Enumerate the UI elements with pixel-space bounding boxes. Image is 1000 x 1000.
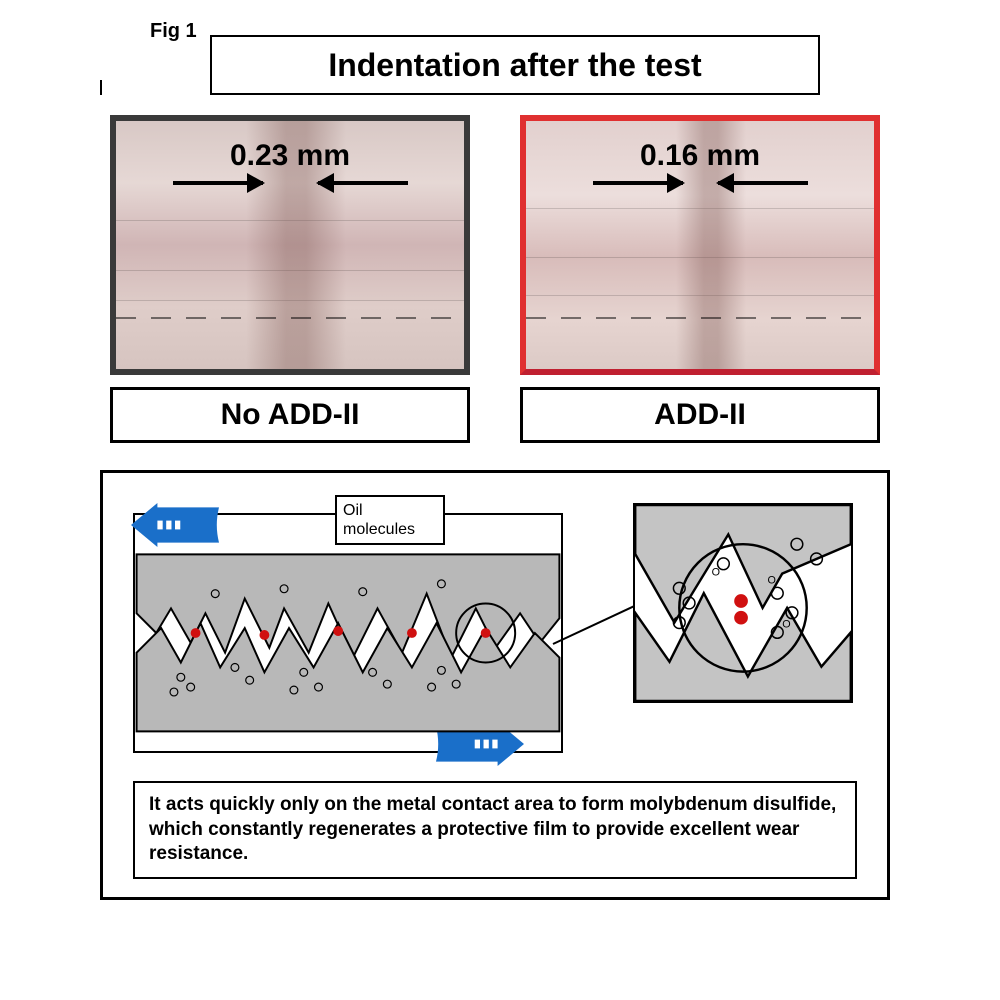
diagram-zoom-box: O O O	[633, 503, 853, 703]
panel-no-add: 0.23 mm No ADD-II	[110, 115, 470, 443]
panel-label-text: No ADD-II	[221, 398, 360, 432]
panel-add: 0.16 mm ADD-II	[520, 115, 880, 443]
zoom-connector-line	[553, 605, 635, 645]
arrow-right-icon	[593, 181, 683, 185]
comparison-panels: 0.23 mm No ADD-II 0.16 mm	[110, 115, 880, 443]
panel-label-text: ADD-II	[654, 398, 746, 432]
measurement-arrows	[526, 181, 874, 185]
sample-image-add: 0.16 mm	[520, 115, 880, 375]
surface-mark-line	[116, 317, 464, 319]
arrow-left-icon	[318, 181, 408, 185]
measurement-value-left: 0.23 mm	[230, 139, 350, 173]
surface-asperity-svg	[135, 515, 561, 751]
title-box: Indentation after the test	[210, 35, 820, 95]
title-tick-mark	[100, 80, 102, 95]
measurement-value-right: 0.16 mm	[640, 139, 760, 173]
svg-text:O: O	[712, 567, 720, 579]
panel-label-no-add: No ADD-II	[110, 387, 470, 443]
measurement-arrows	[116, 181, 464, 185]
arrow-right-icon	[173, 181, 263, 185]
svg-text:O: O	[782, 619, 790, 631]
figure-label: Fig 1	[150, 20, 197, 43]
surface-mark-line	[526, 317, 874, 319]
zoom-asperity-svg: O O O	[635, 505, 851, 701]
oil-molecules-label: Oil molecules	[335, 495, 445, 545]
diagram-caption: It acts quickly only on the metal contac…	[133, 781, 857, 879]
svg-text:O: O	[768, 574, 776, 586]
panel-label-add: ADD-II	[520, 387, 880, 443]
arrow-left-icon	[718, 181, 808, 185]
diagram-overview-box: Oil molecules	[133, 513, 563, 753]
title-text: Indentation after the test	[328, 47, 701, 84]
mechanism-diagram: Oil molecules	[100, 470, 890, 900]
sample-image-no-add: 0.23 mm	[110, 115, 470, 375]
